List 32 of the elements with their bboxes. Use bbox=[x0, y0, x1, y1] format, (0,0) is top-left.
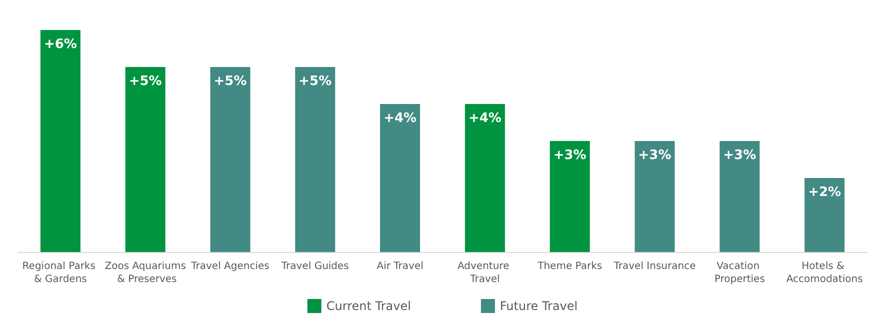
bar bbox=[550, 141, 590, 252]
data-label: +5% bbox=[214, 74, 247, 89]
data-label: +3% bbox=[553, 148, 586, 163]
data-label: +3% bbox=[638, 148, 672, 163]
x-tick-label: Air Travel bbox=[376, 261, 424, 272]
bar bbox=[720, 141, 760, 252]
x-tick-label: Travel Insurance bbox=[612, 261, 696, 272]
x-tick-label: Theme Parks bbox=[536, 261, 602, 272]
bar bbox=[40, 30, 80, 252]
legend-label: Future Travel bbox=[500, 299, 578, 313]
bar bbox=[804, 178, 845, 252]
x-tick-label: Zoos Aquariums & Preserves bbox=[104, 261, 186, 285]
bar bbox=[295, 67, 336, 252]
bar bbox=[125, 67, 166, 252]
data-label: +6% bbox=[44, 37, 77, 52]
bar bbox=[634, 141, 675, 252]
data-label: +4% bbox=[384, 111, 417, 126]
x-tick-label: Regional Parks & Gardens bbox=[22, 261, 99, 285]
data-label: +2% bbox=[808, 185, 842, 200]
legend-label: Current Travel bbox=[326, 299, 411, 313]
x-tick-label: Adventure Travel bbox=[457, 261, 512, 285]
x-tick-label: Travel Agencies bbox=[190, 261, 270, 272]
bar bbox=[210, 67, 250, 252]
x-tick-label: Vacation Properties bbox=[714, 261, 765, 285]
data-label: +5% bbox=[128, 74, 162, 89]
bar bbox=[464, 104, 505, 252]
data-label: +4% bbox=[468, 111, 502, 126]
data-label: +3% bbox=[723, 148, 756, 163]
bar bbox=[380, 104, 420, 252]
x-tick-label: Travel Guides bbox=[280, 261, 349, 272]
data-label: +5% bbox=[298, 74, 332, 89]
x-tick-label: Hotels & Accomodations bbox=[786, 261, 863, 285]
